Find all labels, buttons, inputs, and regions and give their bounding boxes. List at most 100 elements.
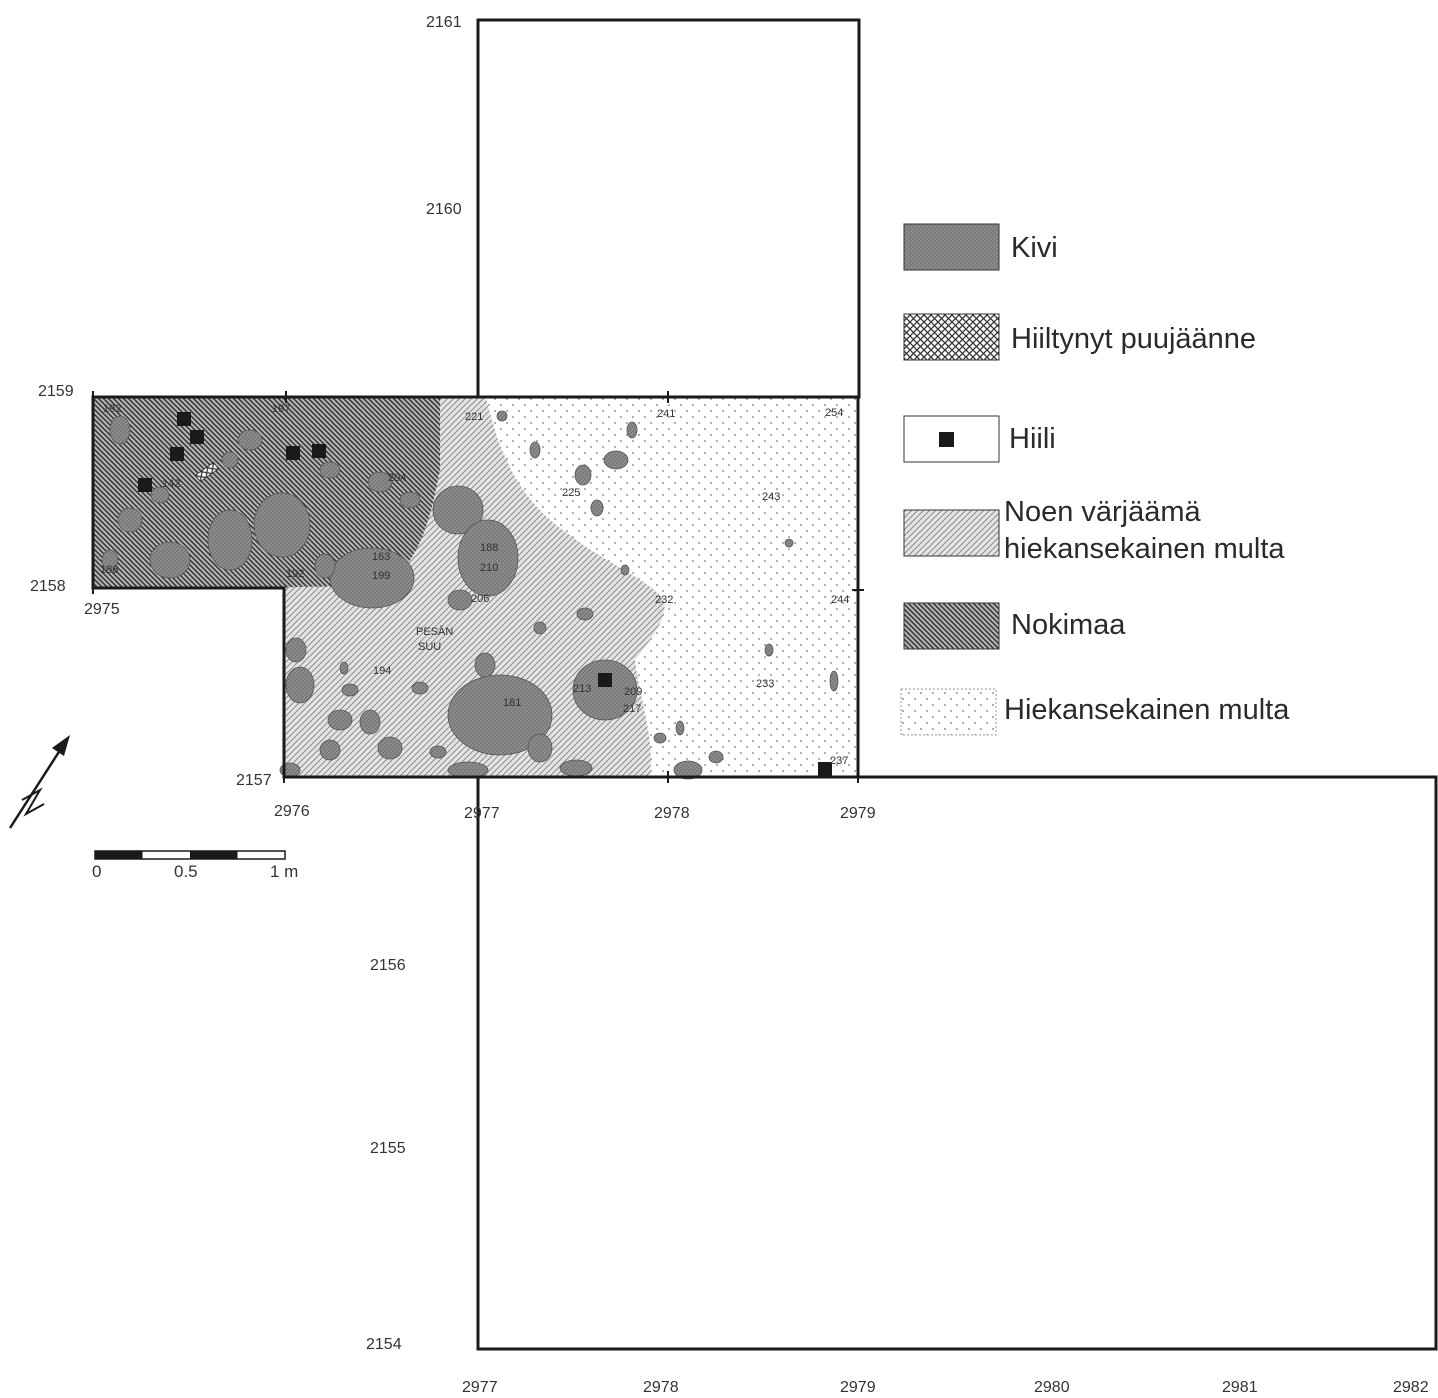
pesan-suu-label-1: PESÄN (416, 626, 453, 638)
coord-x-2977: 2977 (464, 805, 500, 822)
charcoal-square (170, 447, 184, 461)
legend-label-hiili: Hiili (1009, 423, 1056, 455)
feature-label: 142 (162, 478, 180, 490)
coord-bx-2982: 2982 (1393, 1379, 1429, 1396)
stone (329, 547, 415, 609)
coord-y-2159: 2159 (38, 383, 74, 400)
scale-bar: 0 0.5 1 m (92, 850, 298, 881)
feature-label: 186 (100, 564, 118, 576)
stone (447, 589, 473, 611)
stone (496, 410, 508, 422)
legend-label-nokimaa: Nokimaa (1011, 609, 1126, 641)
legend-swatch-nokimaa (903, 602, 1000, 650)
stone (574, 464, 592, 486)
stone (432, 485, 484, 535)
coord-y-2156: 2156 (370, 957, 406, 974)
charred-wood-remain (195, 461, 219, 483)
stone (319, 461, 341, 479)
feature-label: 197 (272, 403, 290, 415)
stone (117, 507, 143, 533)
stone (527, 733, 553, 763)
stones (101, 410, 839, 780)
feature-label: 225 (562, 487, 580, 499)
stone (620, 564, 630, 576)
grid-ticks (92, 391, 864, 783)
feature-label: 221 (465, 411, 483, 423)
feature-label: 210 (480, 562, 498, 574)
stone (367, 471, 393, 493)
feature-label: 192 (103, 403, 121, 415)
feature-label: 233 (756, 678, 774, 690)
north-arrow-icon (8, 735, 70, 829)
stone (764, 643, 774, 657)
trench-south (476, 775, 1438, 1351)
coord-bx-2978: 2978 (643, 1379, 679, 1396)
stone (285, 666, 315, 704)
coord-x-2975: 2975 (84, 601, 120, 618)
feature-label: 206 (471, 593, 489, 605)
feature-label: 199 (372, 570, 390, 582)
feature-labels: 192 197 221 241 254 142 204 225 243 188 … (100, 403, 849, 767)
stone (319, 739, 341, 761)
stone (626, 421, 638, 439)
stone (447, 674, 553, 756)
stone (429, 745, 447, 759)
stone (708, 750, 724, 764)
legend-swatch-noen (903, 509, 1000, 557)
stone (339, 661, 349, 675)
feature-label: 192 (286, 568, 304, 580)
stone (474, 652, 496, 678)
coord-y-2160: 2160 (426, 201, 462, 218)
charcoal-samples (138, 412, 832, 776)
feature-label: 243 (762, 491, 780, 503)
coord-y-2154: 2154 (366, 1336, 402, 1353)
stone (411, 681, 429, 695)
stone (603, 450, 629, 470)
stone (314, 553, 336, 579)
feature-label: 241 (657, 408, 675, 420)
stone (101, 549, 119, 571)
stone (653, 732, 667, 744)
stone (253, 492, 311, 558)
trench-north (476, 18, 861, 399)
legend: Kivi Hiiltynyt puujäänne Hiili Noen värj… (900, 223, 1290, 736)
feature-label: 181 (503, 697, 521, 709)
pesan-suu-label-2: SUU (418, 641, 441, 653)
legend-label-kivi: Kivi (1011, 232, 1058, 264)
legend-label-hiekansekainen: Hiekansekainen multa (1004, 694, 1290, 726)
stone (327, 709, 353, 731)
stone (221, 451, 239, 469)
stone (341, 683, 359, 697)
charcoal-square (138, 478, 152, 492)
stone (673, 760, 703, 780)
stone (150, 486, 170, 504)
stone (576, 607, 594, 621)
feature-label: 217 (623, 703, 641, 715)
legend-label-noen-1: Noen värjäämä (1004, 496, 1202, 528)
coord-x-2978: 2978 (654, 805, 690, 822)
feature-label: 237 (830, 755, 848, 767)
feature-label: 254 (825, 407, 843, 419)
stone (285, 637, 307, 663)
stone (109, 415, 131, 445)
stone (237, 429, 263, 451)
legend-hiili-square (939, 432, 954, 447)
feature-label: 163 (372, 551, 390, 563)
scale-label-half: 0.5 (174, 862, 198, 881)
coord-y-2158: 2158 (30, 578, 66, 595)
feature-label: 213 (573, 683, 591, 695)
coord-bx-2981: 2981 (1222, 1379, 1258, 1396)
scale-label-0: 0 (92, 862, 101, 881)
charcoal-square (312, 444, 326, 458)
stone (829, 670, 839, 692)
feature-label: 188 (480, 542, 498, 554)
legend-label-hiiltynyt: Hiiltynyt puujäänne (1011, 323, 1256, 355)
legend-swatch-hiekansekainen (900, 688, 997, 736)
coord-bx-2979: 2979 (840, 1379, 876, 1396)
coord-bx-2980: 2980 (1034, 1379, 1070, 1396)
coord-x-2979: 2979 (840, 805, 876, 822)
stone (457, 519, 519, 597)
coord-y-2161: 2161 (426, 14, 462, 31)
scale-label-1m: 1 m (270, 862, 298, 881)
